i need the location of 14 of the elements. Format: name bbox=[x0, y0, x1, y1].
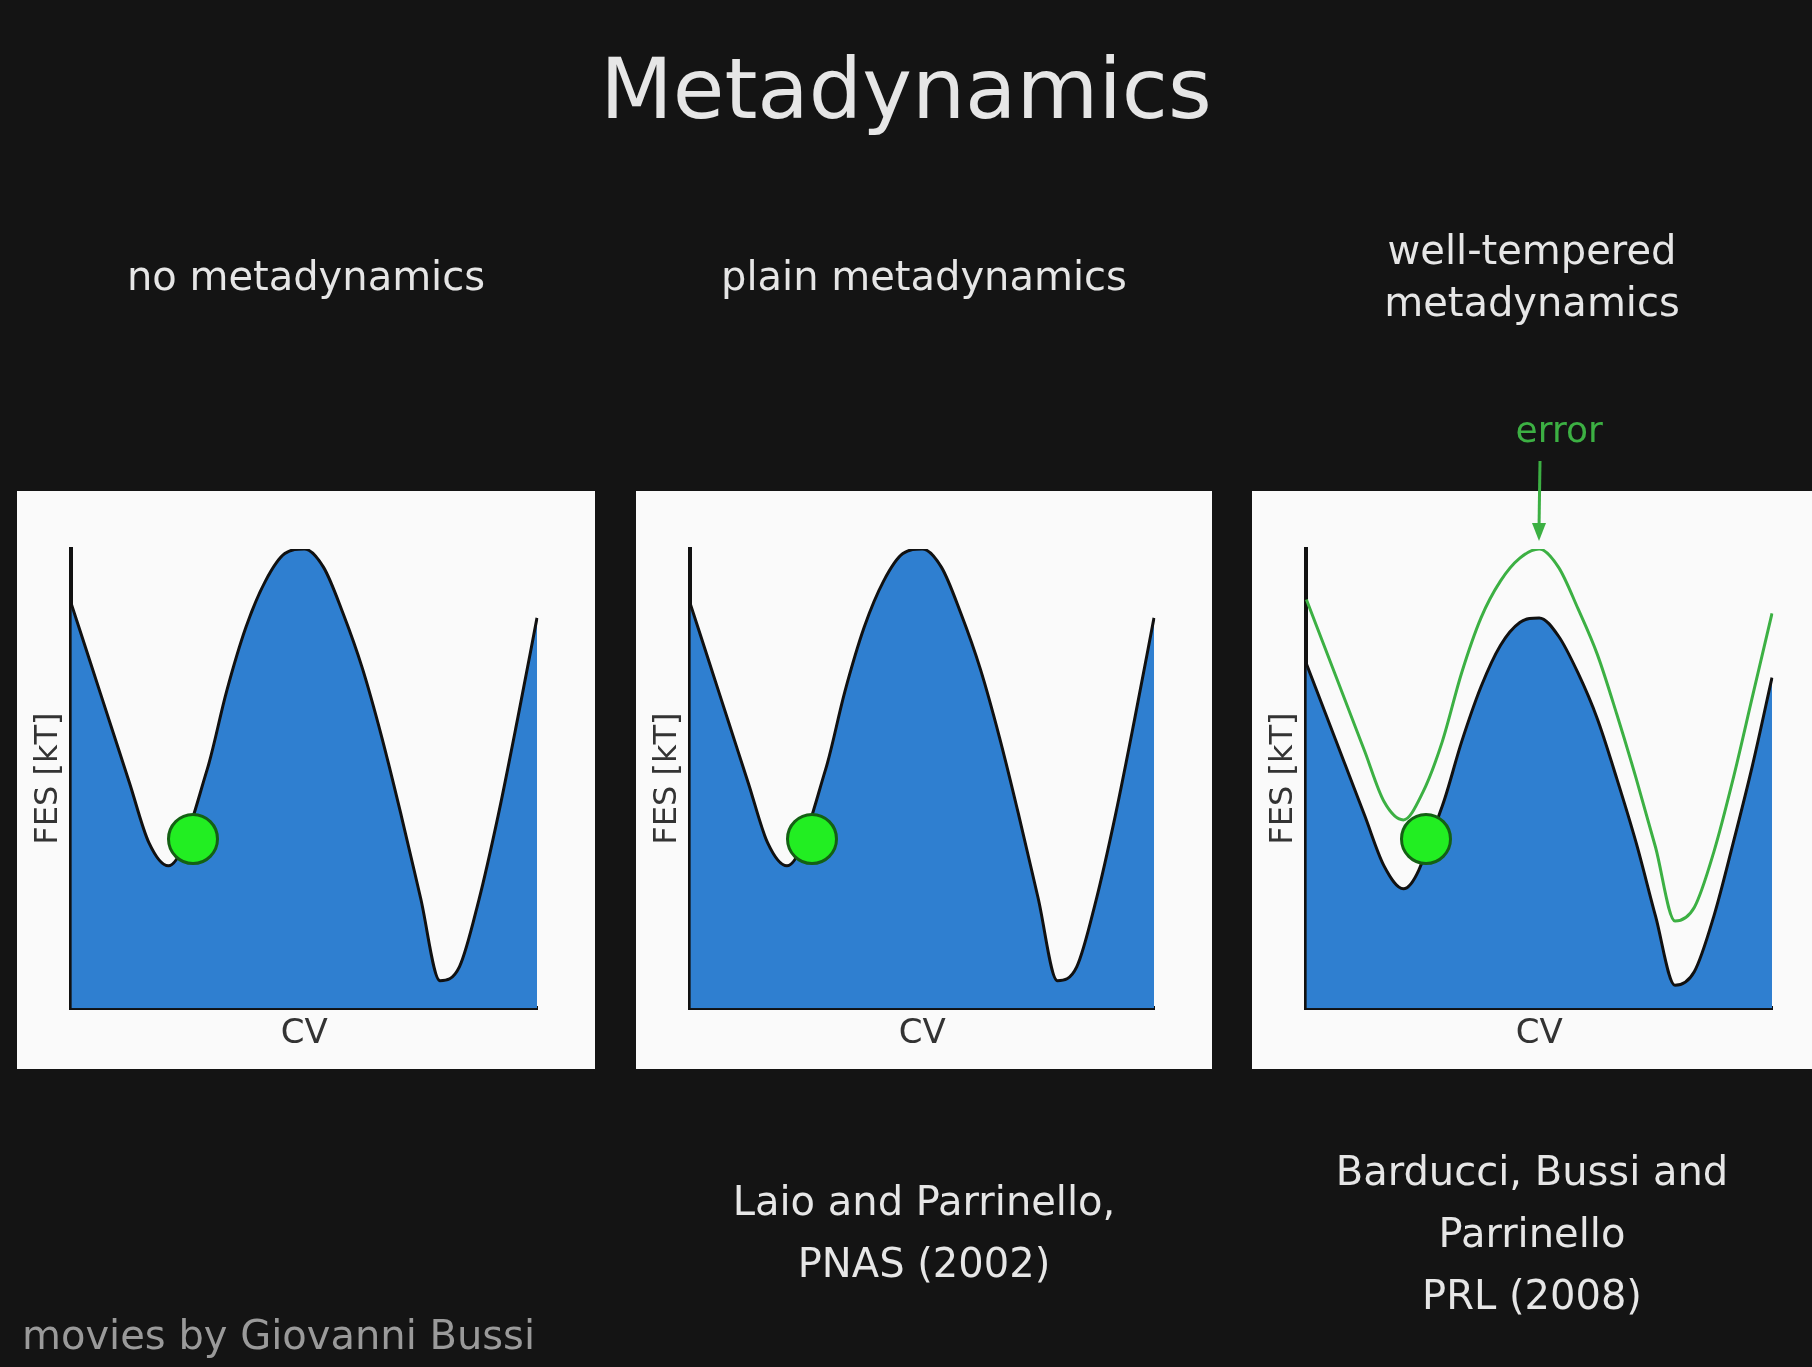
text: Metadynamics bbox=[599, 40, 1213, 138]
text: movies by Giovanni Bussi bbox=[22, 1312, 536, 1358]
x-axis-title: CV bbox=[898, 1011, 946, 1052]
y-axis-title: FES [kT] bbox=[26, 712, 65, 845]
x-axis-title: CV bbox=[1515, 1011, 1563, 1052]
y-axis-title: FES [kT] bbox=[1261, 712, 1300, 845]
x-axis-title: CV bbox=[280, 1011, 328, 1052]
chart-title: well-tempered metadynamics bbox=[1383, 226, 1681, 327]
text: Laio and Parrinello, PNAS (2002) bbox=[731, 1177, 1117, 1288]
chart-title: plain metadynamics bbox=[720, 252, 1128, 301]
text: Barducci, Bussi and Parrinello PRL (2008) bbox=[1334, 1147, 1730, 1320]
y-axis-title: FES [kT] bbox=[645, 712, 684, 845]
chart-title: no metadynamics bbox=[125, 252, 487, 301]
text: error bbox=[1514, 409, 1604, 450]
